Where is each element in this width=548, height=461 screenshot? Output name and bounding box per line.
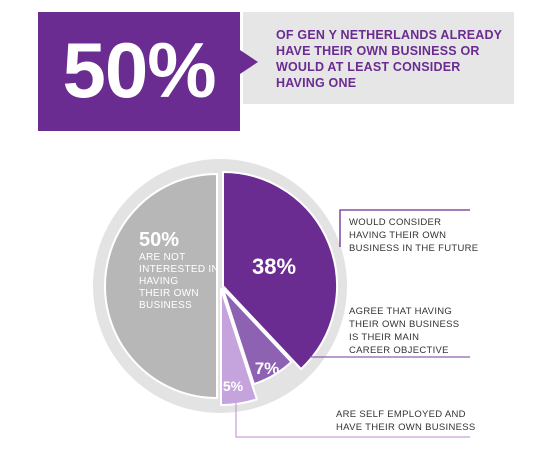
slice-50-desc-3: HAVING bbox=[139, 276, 178, 287]
pie-chart: 50% ARE NOT INTERESTED IN HAVING THEIR O… bbox=[93, 159, 347, 413]
headline-line-4: HAVING ONE bbox=[276, 76, 356, 90]
slice-50-desc-5: BUSINESS bbox=[139, 300, 192, 311]
callout-38-line-1: WOULD CONSIDER bbox=[349, 217, 441, 228]
callout-line-5 bbox=[235, 399, 470, 438]
headline-big-value: 50% bbox=[62, 26, 215, 114]
callout-5-line-2: HAVE THEIR OWN BUSINESS bbox=[336, 422, 476, 433]
slice-label-50: 50% bbox=[139, 229, 179, 251]
slice-label-7: 7% bbox=[255, 359, 280, 378]
slice-label-5: 5% bbox=[223, 378, 244, 394]
callout-38-line-2: HAVING THEIR OWN bbox=[349, 230, 446, 241]
headline-stat-panel bbox=[38, 12, 258, 131]
pie-slice-5 bbox=[220, 288, 258, 406]
headline-line-3: WOULD AT LEAST CONSIDER bbox=[276, 60, 460, 74]
callout-5-line-1: ARE SELF EMPLOYED AND bbox=[336, 409, 466, 420]
headline-line-1: OF GEN Y NETHERLANDS ALREADY bbox=[276, 28, 503, 42]
slice-label-38: 38% bbox=[252, 254, 296, 279]
callout-texts: WOULD CONSIDER HAVING THEIR OWN BUSINESS… bbox=[336, 217, 478, 433]
pie-slice-7 bbox=[222, 288, 293, 386]
callout-7-line-3: IS THEIR MAIN bbox=[349, 332, 419, 343]
callout-7-line-1: AGREE THAT HAVING bbox=[349, 306, 452, 317]
callout-line-38 bbox=[339, 209, 470, 247]
callout-lines bbox=[235, 209, 470, 438]
slice-50-desc-4: THEIR OWN bbox=[139, 288, 199, 299]
slice-50-desc-2: INTERESTED IN bbox=[139, 264, 219, 275]
headline-text-panel bbox=[243, 12, 514, 104]
callout-7-line-2: THEIR OWN BUSINESS bbox=[349, 319, 459, 330]
pie-slice-38 bbox=[222, 171, 338, 371]
callout-7-line-4: CAREER OBJECTIVE bbox=[349, 345, 449, 356]
headline-line-2: HAVE THEIR OWN BUSINESS OR bbox=[276, 44, 480, 58]
pie-slices bbox=[104, 171, 338, 406]
slice-50-desc-1: ARE NOT bbox=[139, 252, 186, 263]
headline-banner: 50% OF GEN Y NETHERLANDS ALREADY HAVE TH… bbox=[38, 12, 514, 131]
callout-38-line-3: BUSINESS IN THE FUTURE bbox=[349, 243, 478, 254]
pie-slice-50 bbox=[104, 173, 218, 399]
